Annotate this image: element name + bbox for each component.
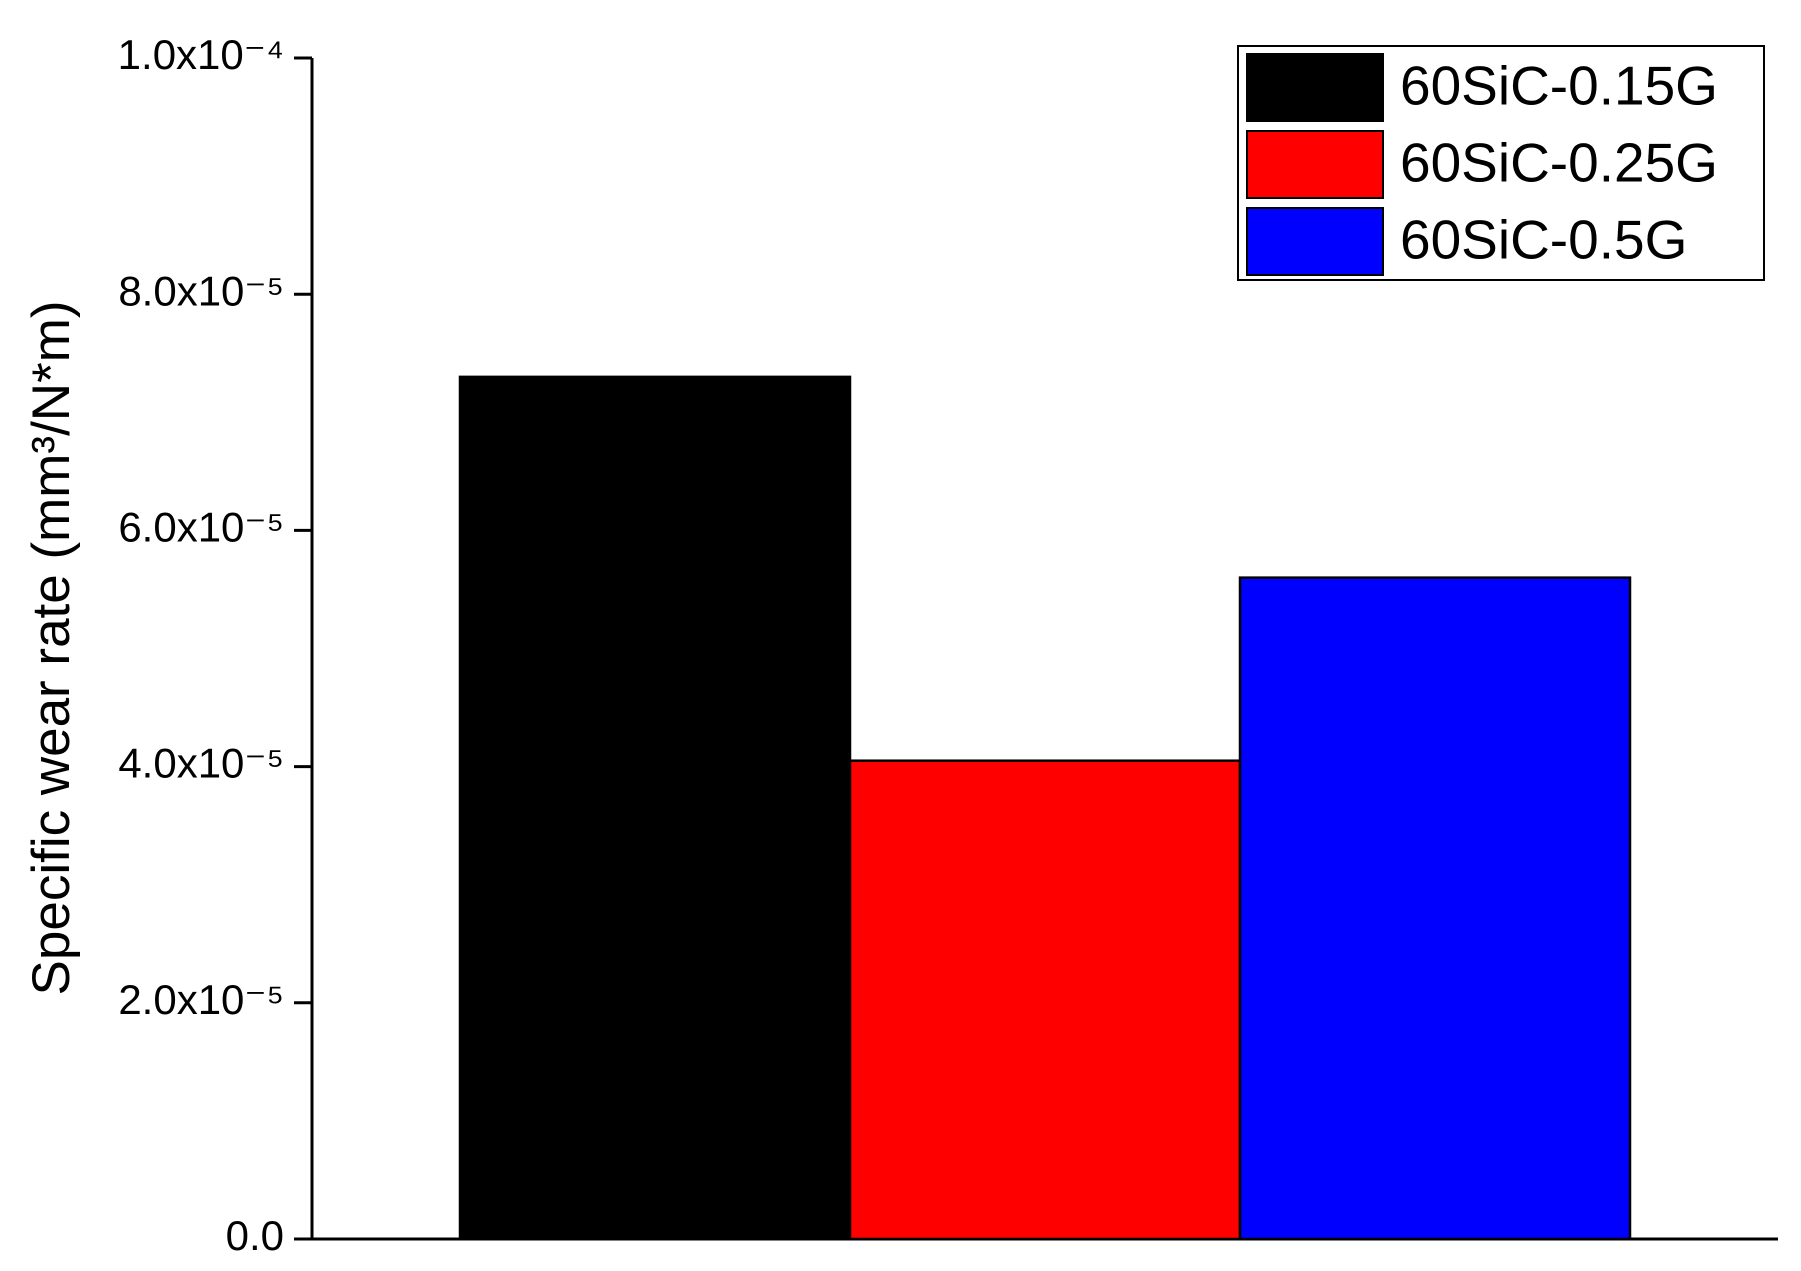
- y-tick-label: 2.0x10⁻⁵: [118, 976, 284, 1023]
- legend-swatch: [1246, 53, 1384, 122]
- y-tick-label: 8.0x10⁻⁵: [118, 267, 284, 314]
- bar: [848, 759, 1242, 1241]
- y-axis-title: Specific wear rate (mm³/N*m): [22, 301, 81, 996]
- y-tick-label: 0.0: [226, 1212, 284, 1259]
- legend-label: 60SiC-0.25G: [1400, 132, 1718, 194]
- legend-swatch: [1246, 130, 1384, 199]
- y-tick-label: 1.0x10⁻⁴: [118, 31, 284, 78]
- bar: [1238, 576, 1632, 1241]
- legend-label: 60SiC-0.5G: [1400, 209, 1687, 271]
- y-tick-label: 6.0x10⁻⁵: [118, 503, 284, 550]
- legend-label: 60SiC-0.15G: [1400, 55, 1718, 117]
- legend-swatch: [1246, 207, 1384, 276]
- y-tick-label: 4.0x10⁻⁵: [118, 740, 284, 787]
- bar: [458, 375, 852, 1241]
